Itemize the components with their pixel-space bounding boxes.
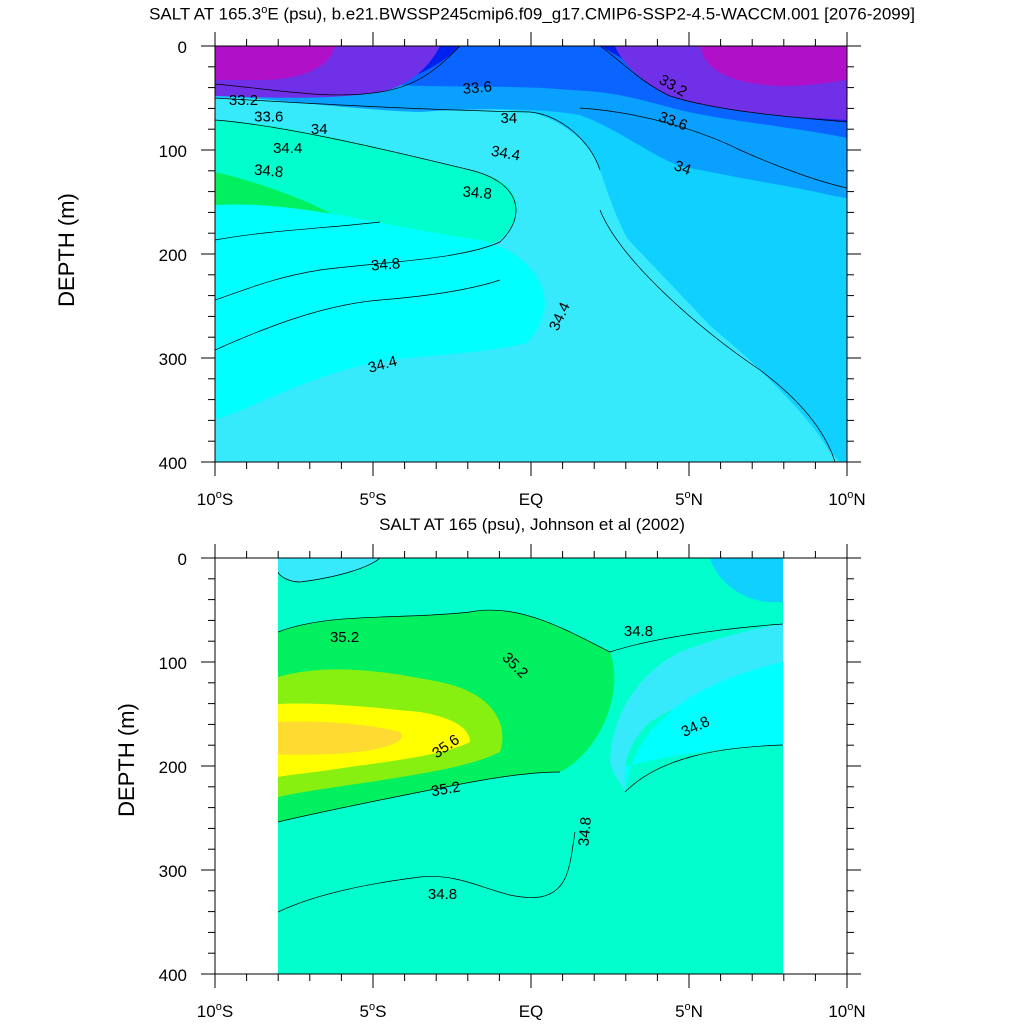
contour-label-text: 34 <box>672 157 693 179</box>
contour-label-text: 34.8 <box>428 886 457 903</box>
contour-label-text: 34 <box>311 121 328 138</box>
contour-label-text: 33.2 <box>229 92 258 109</box>
fill-band-34-0-b <box>710 558 783 603</box>
x-tick-label: 10oS <box>197 1001 233 1021</box>
y-tick-label: 200 <box>159 758 187 777</box>
y-tick-label: 400 <box>159 966 187 985</box>
bottom-chart-title: SALT AT 165 (psu), Johnson et al (2002) <box>379 515 685 534</box>
contour-label: 34.8 <box>253 162 284 181</box>
contour-label: 35.2 <box>430 778 462 800</box>
y-tick-label: 0 <box>178 550 187 569</box>
contour-label-text: 35.2 <box>430 778 462 800</box>
contour-label-text: 34.8 <box>370 255 401 274</box>
top-y-ticks: 0 100 200 300 400 <box>159 38 861 473</box>
bottom-contour-fill <box>278 558 783 974</box>
y-tick-label: 400 <box>159 454 187 473</box>
contour-label-text: 34.8 <box>624 623 653 640</box>
contour-label: 34.8 <box>370 255 401 274</box>
contour-label-text: 34.8 <box>253 162 284 181</box>
contour-label-text: 33.6 <box>462 78 493 97</box>
fill-band-34-4-b <box>610 558 783 792</box>
contour-label: 33.6 <box>254 109 283 126</box>
x-tick-label: 10oN <box>828 1001 865 1021</box>
top-chart-title: SALT AT 165.3oE (psu), b.e21.BWSSP245cmi… <box>149 4 915 24</box>
contour-label-text: 34.4 <box>490 143 522 165</box>
contour-label-text: 34 <box>501 110 518 127</box>
y-tick-label: 100 <box>159 142 187 161</box>
fill-band-34-4-lower <box>215 210 840 462</box>
contour-label-text: 35.2 <box>330 629 359 646</box>
contour-label: 34.4 <box>273 140 302 157</box>
contour-label: 34.8 <box>428 886 457 903</box>
contour-label-text: 34.8 <box>462 183 493 202</box>
bottom-contour-chart: 0 100 200 300 400 10oS 5oS EQ 5oN 10oN 35.2 35.2 3… <box>159 544 866 1021</box>
contour-label: 34.8 <box>624 623 653 640</box>
contour-label: 33.6 <box>462 78 493 97</box>
bottom-x-ticks: 10oS 5oS EQ 5oN 10oN <box>197 544 866 1021</box>
y-tick-label: 300 <box>159 862 187 881</box>
contour-label: 34 <box>311 121 328 138</box>
bottom-y-ticks: 0 100 200 300 400 <box>159 550 861 985</box>
x-tick-label: 5oS <box>360 1001 387 1021</box>
contour-label: 34 <box>501 110 518 127</box>
y-tick-label: 100 <box>159 654 187 673</box>
contour-label: 34 <box>672 157 693 179</box>
top-contour-lines <box>215 46 847 462</box>
contour-label-text: 34.8 <box>575 816 594 847</box>
contour-label: 34.4 <box>490 143 522 165</box>
contour-label: 34.8 <box>575 816 594 847</box>
contour-label-text: 34.4 <box>366 353 399 377</box>
top-x-ticks: 10oS 5oS EQ 5oN 10oN <box>197 32 866 509</box>
fill-band-34-8-b <box>625 662 783 792</box>
fill-band-32-4-east <box>700 46 847 86</box>
x-tick-label: EQ <box>519 1002 544 1021</box>
y-tick-label: 300 <box>159 350 187 369</box>
x-tick-label: 5oS <box>360 489 387 509</box>
x-tick-label: 5oN <box>675 1001 703 1021</box>
fill-band-32-4-west <box>215 46 335 80</box>
contour-label-text: 34.4 <box>273 140 302 157</box>
x-tick-label: 5oN <box>675 489 703 509</box>
x-tick-label: EQ <box>519 490 544 509</box>
contour-label: 34.4 <box>366 353 399 377</box>
x-tick-label: 10oN <box>828 489 865 509</box>
contour-label: 33.2 <box>229 92 258 109</box>
contour-label: 34.8 <box>462 183 493 202</box>
y-tick-label: 0 <box>178 38 187 57</box>
y-tick-label: 200 <box>159 246 187 265</box>
contour-label-text: 33.6 <box>254 109 283 126</box>
fill-band-36-4-b <box>278 721 402 755</box>
fill-band-34-8-c <box>278 558 380 582</box>
top-contour-labels: 33.233.63434.434.833.63434.434.833.233.6… <box>229 71 693 376</box>
x-tick-label: 10oS <box>197 489 233 509</box>
top-contour-fill <box>215 46 847 462</box>
contour-label: 35.2 <box>330 629 359 646</box>
bottom-contour-lines <box>278 558 783 913</box>
